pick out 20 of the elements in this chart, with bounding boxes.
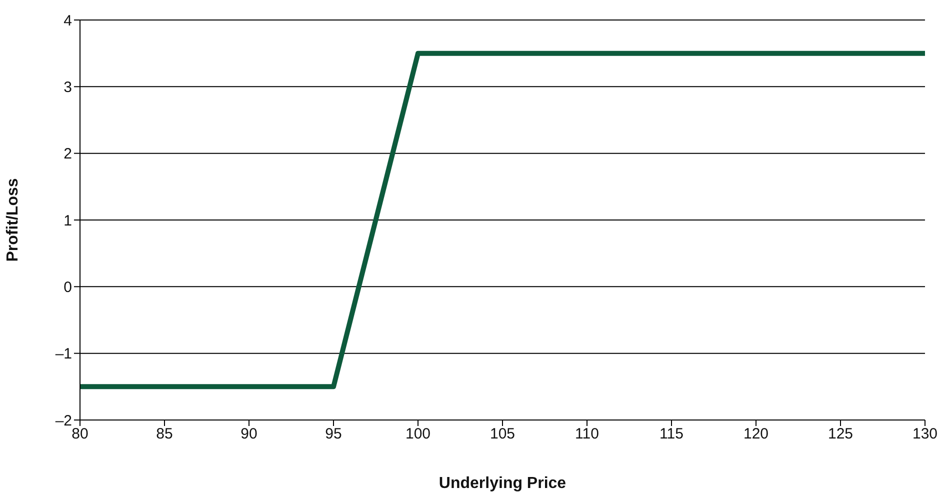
- x-tick-label: 95: [325, 426, 342, 443]
- y-tick-label: 3: [64, 78, 72, 96]
- x-tick-label: 105: [490, 426, 516, 443]
- x-axis-title: Underlying Price: [438, 475, 566, 492]
- y-tick-label: 0: [64, 278, 72, 296]
- y-tick-label: –1: [55, 346, 72, 363]
- x-tick-label: 90: [240, 426, 258, 443]
- x-tick-label: 85: [156, 426, 173, 443]
- y-tick-label: –2: [55, 412, 72, 430]
- x-tick-label: 125: [828, 426, 854, 443]
- x-tick-label: 130: [912, 426, 938, 443]
- x-tick-label: 120: [743, 426, 769, 443]
- x-tick-label: 115: [660, 426, 684, 443]
- x-tick-label: 80: [72, 426, 88, 443]
- y-tick-label: 2: [64, 146, 72, 163]
- y-tick-label: 1: [64, 212, 72, 230]
- y-tick-label: 4: [64, 12, 72, 30]
- y-axis-title: Profit/Loss: [4, 178, 22, 262]
- x-tick-label: 100: [405, 426, 431, 443]
- x-tick-label: 110: [575, 426, 599, 443]
